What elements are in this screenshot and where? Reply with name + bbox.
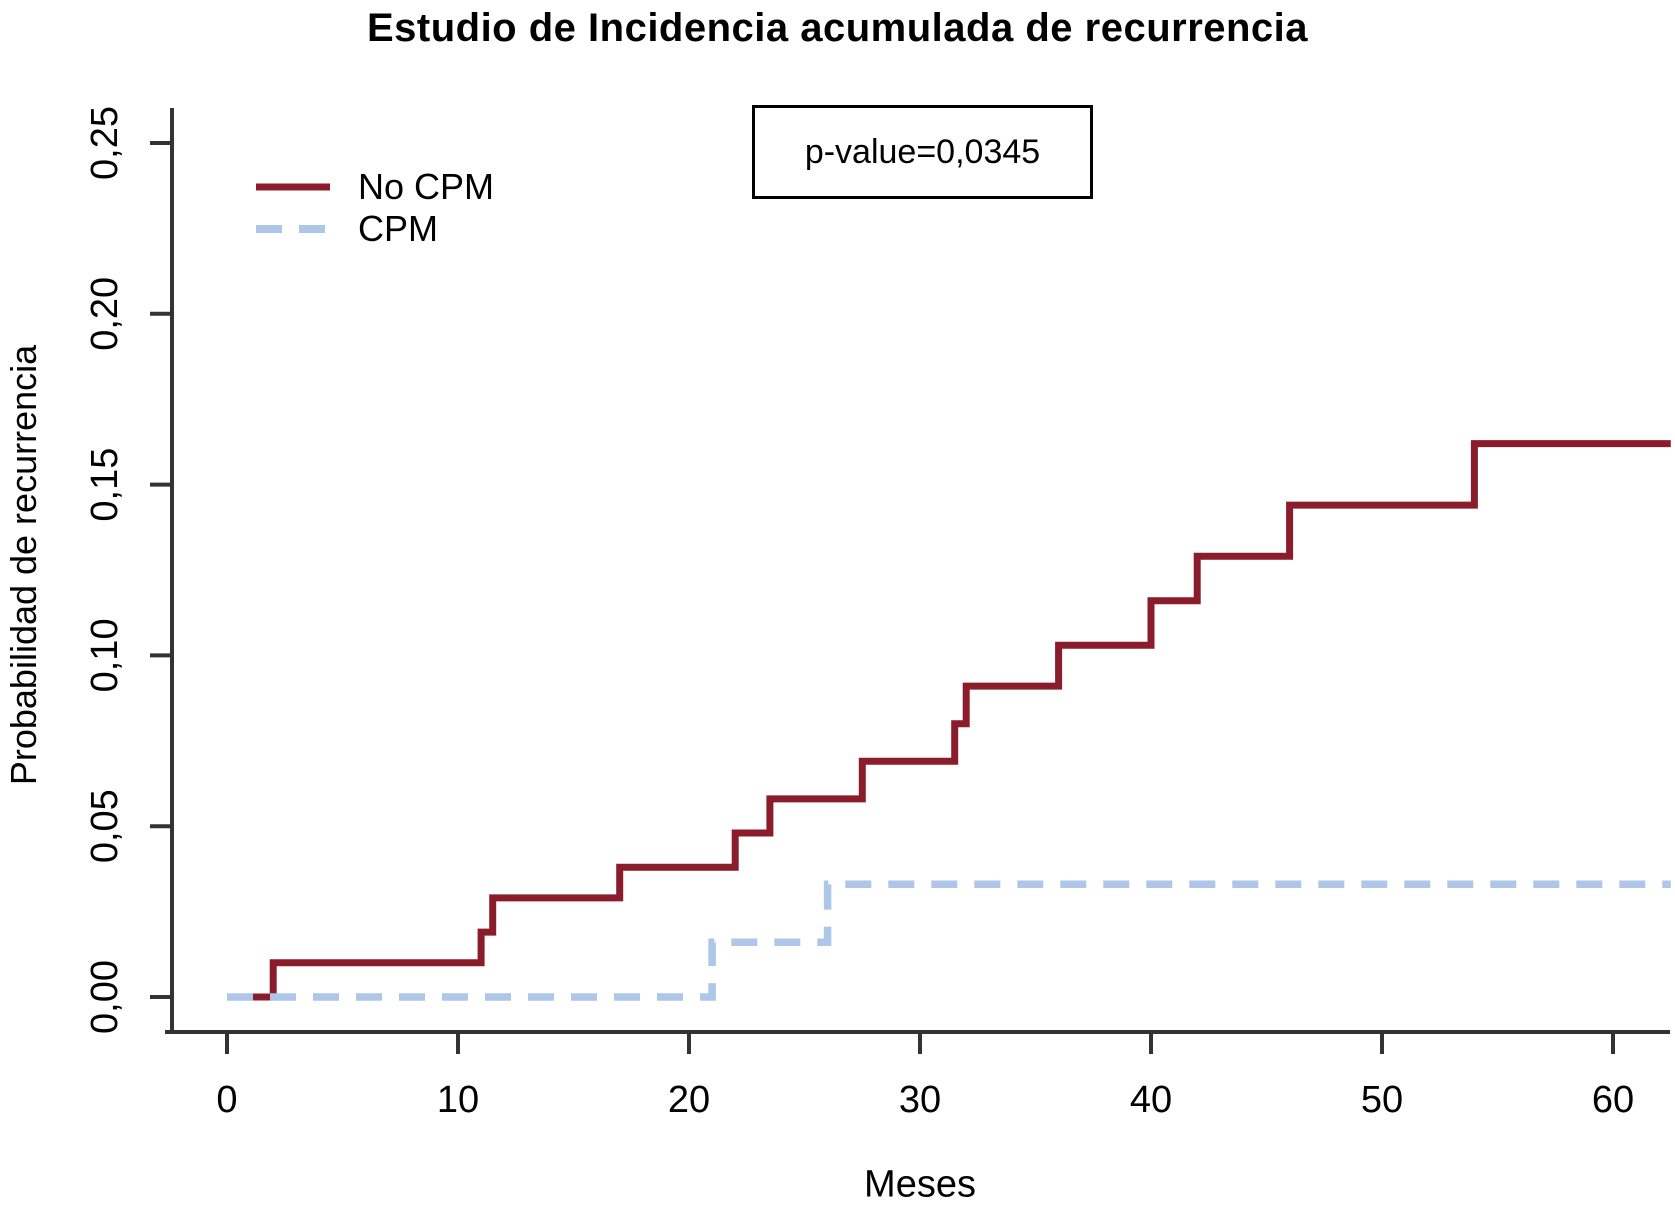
cpm-dashed-line-swatch (256, 225, 330, 233)
y-tick-label: 0,15 (84, 448, 126, 522)
legend-item-cpm: CPM (256, 208, 494, 250)
x-tick-label: 20 (668, 1079, 710, 1121)
legend-item-no-cpm: No CPM (256, 166, 494, 208)
legend: No CPM CPM (256, 166, 494, 250)
p-value-box: p-value=0,0345 (752, 105, 1093, 199)
y-tick-label: 0,00 (84, 960, 126, 1034)
x-tick-label: 50 (1361, 1079, 1403, 1121)
no-cpm-line-swatch (256, 183, 330, 191)
chart-title: Estudio de Incidencia acumulada de recur… (366, 6, 1309, 50)
legend-label-no-cpm: No CPM (358, 166, 495, 207)
legend-label-cpm: CPM (358, 208, 438, 249)
y-tick-label: 0,10 (84, 618, 126, 692)
p-value-text: p-value=0,0345 (804, 132, 1041, 171)
x-tick-label: 0 (216, 1079, 237, 1121)
series-line-no-cpm (227, 440, 1671, 1001)
y-tick-label: 0,05 (84, 789, 126, 863)
series-line-cpm (227, 880, 1671, 1001)
x-tick-label: 60 (1592, 1079, 1634, 1121)
x-tick-label: 30 (899, 1079, 941, 1121)
x-axis-label: Meses (864, 1163, 976, 1205)
x-tick-label: 10 (437, 1079, 479, 1121)
y-tick-label: 0,25 (84, 106, 126, 180)
y-tick-label: 0,20 (84, 277, 126, 351)
x-tick-label: 40 (1130, 1079, 1172, 1121)
